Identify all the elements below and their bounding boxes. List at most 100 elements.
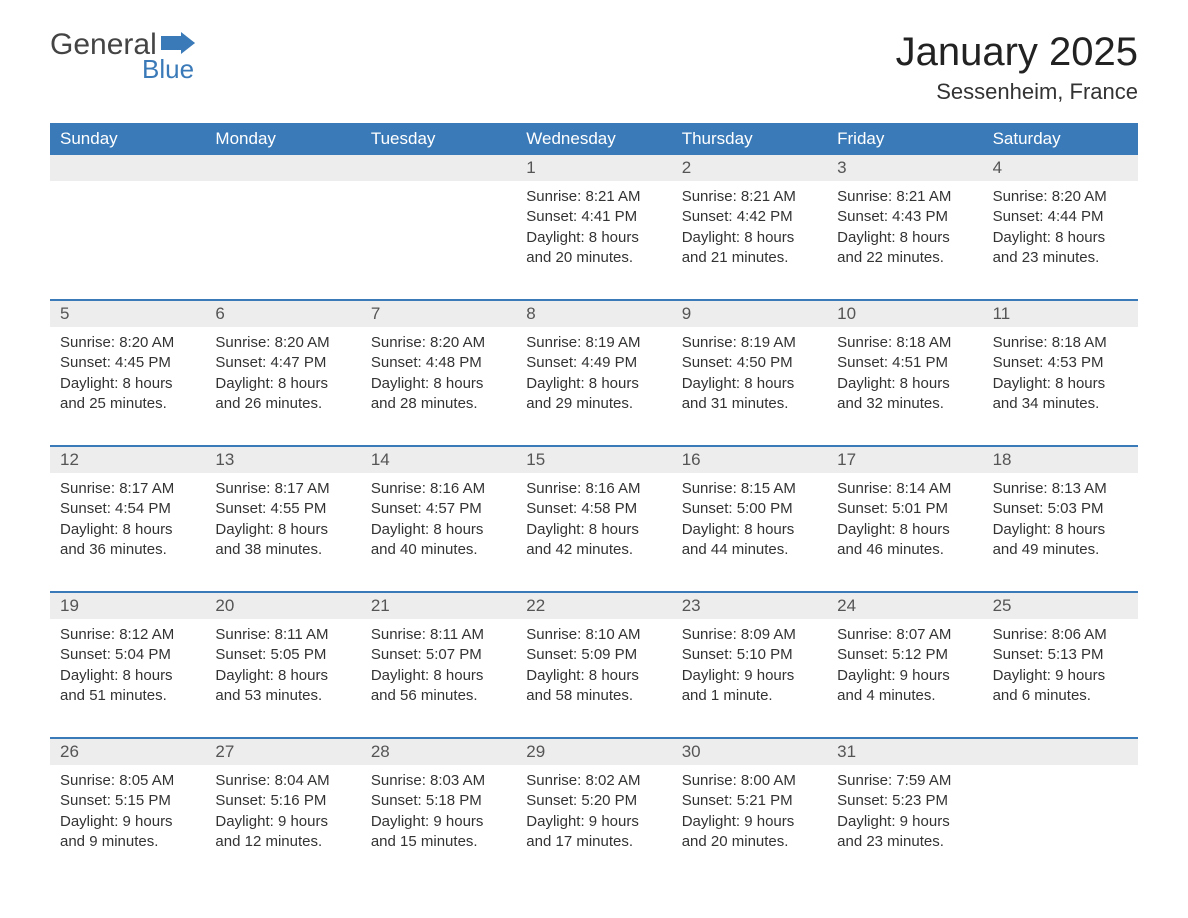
day-line: Sunset: 5:18 PM <box>371 791 506 811</box>
day-line: Sunset: 5:16 PM <box>215 791 350 811</box>
day-line: Sunrise: 8:11 AM <box>371 625 506 645</box>
day-line: Daylight: 9 hours <box>682 812 817 832</box>
date-cell <box>361 155 516 181</box>
day-line: Sunset: 5:07 PM <box>371 645 506 665</box>
day-line: and 17 minutes. <box>526 832 661 852</box>
day-line: Daylight: 8 hours <box>526 666 661 686</box>
day-line: Sunrise: 8:19 AM <box>682 333 817 353</box>
day-line: Daylight: 9 hours <box>60 812 195 832</box>
date-cell: 17 <box>827 447 982 473</box>
day-line: and 44 minutes. <box>682 540 817 560</box>
day-line: Sunset: 4:45 PM <box>60 353 195 373</box>
day-line: Sunrise: 7:59 AM <box>837 771 972 791</box>
date-cell: 13 <box>205 447 360 473</box>
day-header-thursday: Thursday <box>672 123 827 155</box>
day-content: Sunrise: 8:11 AMSunset: 5:07 PMDaylight:… <box>361 619 516 719</box>
day-line: and 9 minutes. <box>60 832 195 852</box>
day-content: Sunrise: 8:07 AMSunset: 5:12 PMDaylight:… <box>827 619 982 719</box>
day-line: Daylight: 8 hours <box>837 374 972 394</box>
logo-text-blue: Blue <box>142 56 194 82</box>
day-line: Sunset: 4:47 PM <box>215 353 350 373</box>
day-line: Daylight: 9 hours <box>837 812 972 832</box>
day-line: Daylight: 8 hours <box>837 228 972 248</box>
day-line: Sunrise: 8:09 AM <box>682 625 817 645</box>
day-content: Sunrise: 8:21 AMSunset: 4:41 PMDaylight:… <box>516 181 671 281</box>
day-line: and 23 minutes. <box>993 248 1128 268</box>
day-line: Daylight: 8 hours <box>60 520 195 540</box>
day-line: Daylight: 8 hours <box>371 666 506 686</box>
day-line: Sunrise: 8:19 AM <box>526 333 661 353</box>
date-cell: 19 <box>50 593 205 619</box>
day-line: and 51 minutes. <box>60 686 195 706</box>
day-content: Sunrise: 8:20 AMSunset: 4:44 PMDaylight:… <box>983 181 1138 281</box>
day-line: Sunrise: 8:18 AM <box>837 333 972 353</box>
day-line: Sunrise: 8:16 AM <box>526 479 661 499</box>
week-row: 1234Sunrise: 8:21 AMSunset: 4:41 PMDayli… <box>50 155 1138 281</box>
day-content: Sunrise: 8:05 AMSunset: 5:15 PMDaylight:… <box>50 765 205 865</box>
date-cell: 1 <box>516 155 671 181</box>
day-line: and 4 minutes. <box>837 686 972 706</box>
day-line: Sunset: 5:13 PM <box>993 645 1128 665</box>
day-content: Sunrise: 8:14 AMSunset: 5:01 PMDaylight:… <box>827 473 982 573</box>
day-line: Sunset: 4:58 PM <box>526 499 661 519</box>
day-line: and 21 minutes. <box>682 248 817 268</box>
day-content <box>983 765 1138 865</box>
week-spacer <box>50 573 1138 591</box>
day-line: Sunrise: 8:20 AM <box>215 333 350 353</box>
day-line: and 15 minutes. <box>371 832 506 852</box>
day-line: Daylight: 8 hours <box>60 666 195 686</box>
day-content: Sunrise: 8:21 AMSunset: 4:43 PMDaylight:… <box>827 181 982 281</box>
month-title: January 2025 <box>896 30 1138 75</box>
week-row: 567891011Sunrise: 8:20 AMSunset: 4:45 PM… <box>50 299 1138 427</box>
day-line: Daylight: 8 hours <box>993 374 1128 394</box>
day-line: Sunset: 5:15 PM <box>60 791 195 811</box>
day-line: and 1 minute. <box>682 686 817 706</box>
day-line: and 12 minutes. <box>215 832 350 852</box>
date-cell: 5 <box>50 301 205 327</box>
date-cell: 20 <box>205 593 360 619</box>
day-content: Sunrise: 8:10 AMSunset: 5:09 PMDaylight:… <box>516 619 671 719</box>
day-line: and 40 minutes. <box>371 540 506 560</box>
day-line: Sunset: 5:12 PM <box>837 645 972 665</box>
day-line: Sunrise: 8:06 AM <box>993 625 1128 645</box>
day-line: Sunset: 5:23 PM <box>837 791 972 811</box>
date-cell: 15 <box>516 447 671 473</box>
date-cell: 6 <box>205 301 360 327</box>
day-line: Daylight: 8 hours <box>837 520 972 540</box>
day-line: Sunset: 5:09 PM <box>526 645 661 665</box>
day-content <box>50 181 205 281</box>
day-line: Sunset: 4:42 PM <box>682 207 817 227</box>
day-line: Daylight: 8 hours <box>371 520 506 540</box>
day-header-saturday: Saturday <box>983 123 1138 155</box>
day-line: Sunrise: 8:21 AM <box>837 187 972 207</box>
day-content: Sunrise: 8:19 AMSunset: 4:50 PMDaylight:… <box>672 327 827 427</box>
day-line: Daylight: 8 hours <box>526 520 661 540</box>
day-line: and 53 minutes. <box>215 686 350 706</box>
week-row: 262728293031Sunrise: 8:05 AMSunset: 5:15… <box>50 737 1138 865</box>
day-line: Daylight: 9 hours <box>371 812 506 832</box>
day-line: Sunrise: 8:20 AM <box>993 187 1128 207</box>
date-cell: 8 <box>516 301 671 327</box>
day-line: Sunset: 4:55 PM <box>215 499 350 519</box>
day-line: Sunset: 4:53 PM <box>993 353 1128 373</box>
day-line: Sunset: 4:41 PM <box>526 207 661 227</box>
day-line: Sunrise: 8:17 AM <box>215 479 350 499</box>
day-line: and 23 minutes. <box>837 832 972 852</box>
date-cell: 3 <box>827 155 982 181</box>
day-line: and 38 minutes. <box>215 540 350 560</box>
date-cell: 29 <box>516 739 671 765</box>
day-line: Sunrise: 8:21 AM <box>682 187 817 207</box>
day-line: and 46 minutes. <box>837 540 972 560</box>
day-content: Sunrise: 8:13 AMSunset: 5:03 PMDaylight:… <box>983 473 1138 573</box>
day-line: Daylight: 8 hours <box>682 520 817 540</box>
day-content: Sunrise: 8:00 AMSunset: 5:21 PMDaylight:… <box>672 765 827 865</box>
day-header-wednesday: Wednesday <box>516 123 671 155</box>
day-line: Daylight: 8 hours <box>526 374 661 394</box>
date-cell: 27 <box>205 739 360 765</box>
day-content: Sunrise: 8:20 AMSunset: 4:45 PMDaylight:… <box>50 327 205 427</box>
day-line: and 36 minutes. <box>60 540 195 560</box>
day-content: Sunrise: 8:17 AMSunset: 4:54 PMDaylight:… <box>50 473 205 573</box>
day-line: Sunrise: 8:03 AM <box>371 771 506 791</box>
day-line: and 42 minutes. <box>526 540 661 560</box>
date-cell: 31 <box>827 739 982 765</box>
